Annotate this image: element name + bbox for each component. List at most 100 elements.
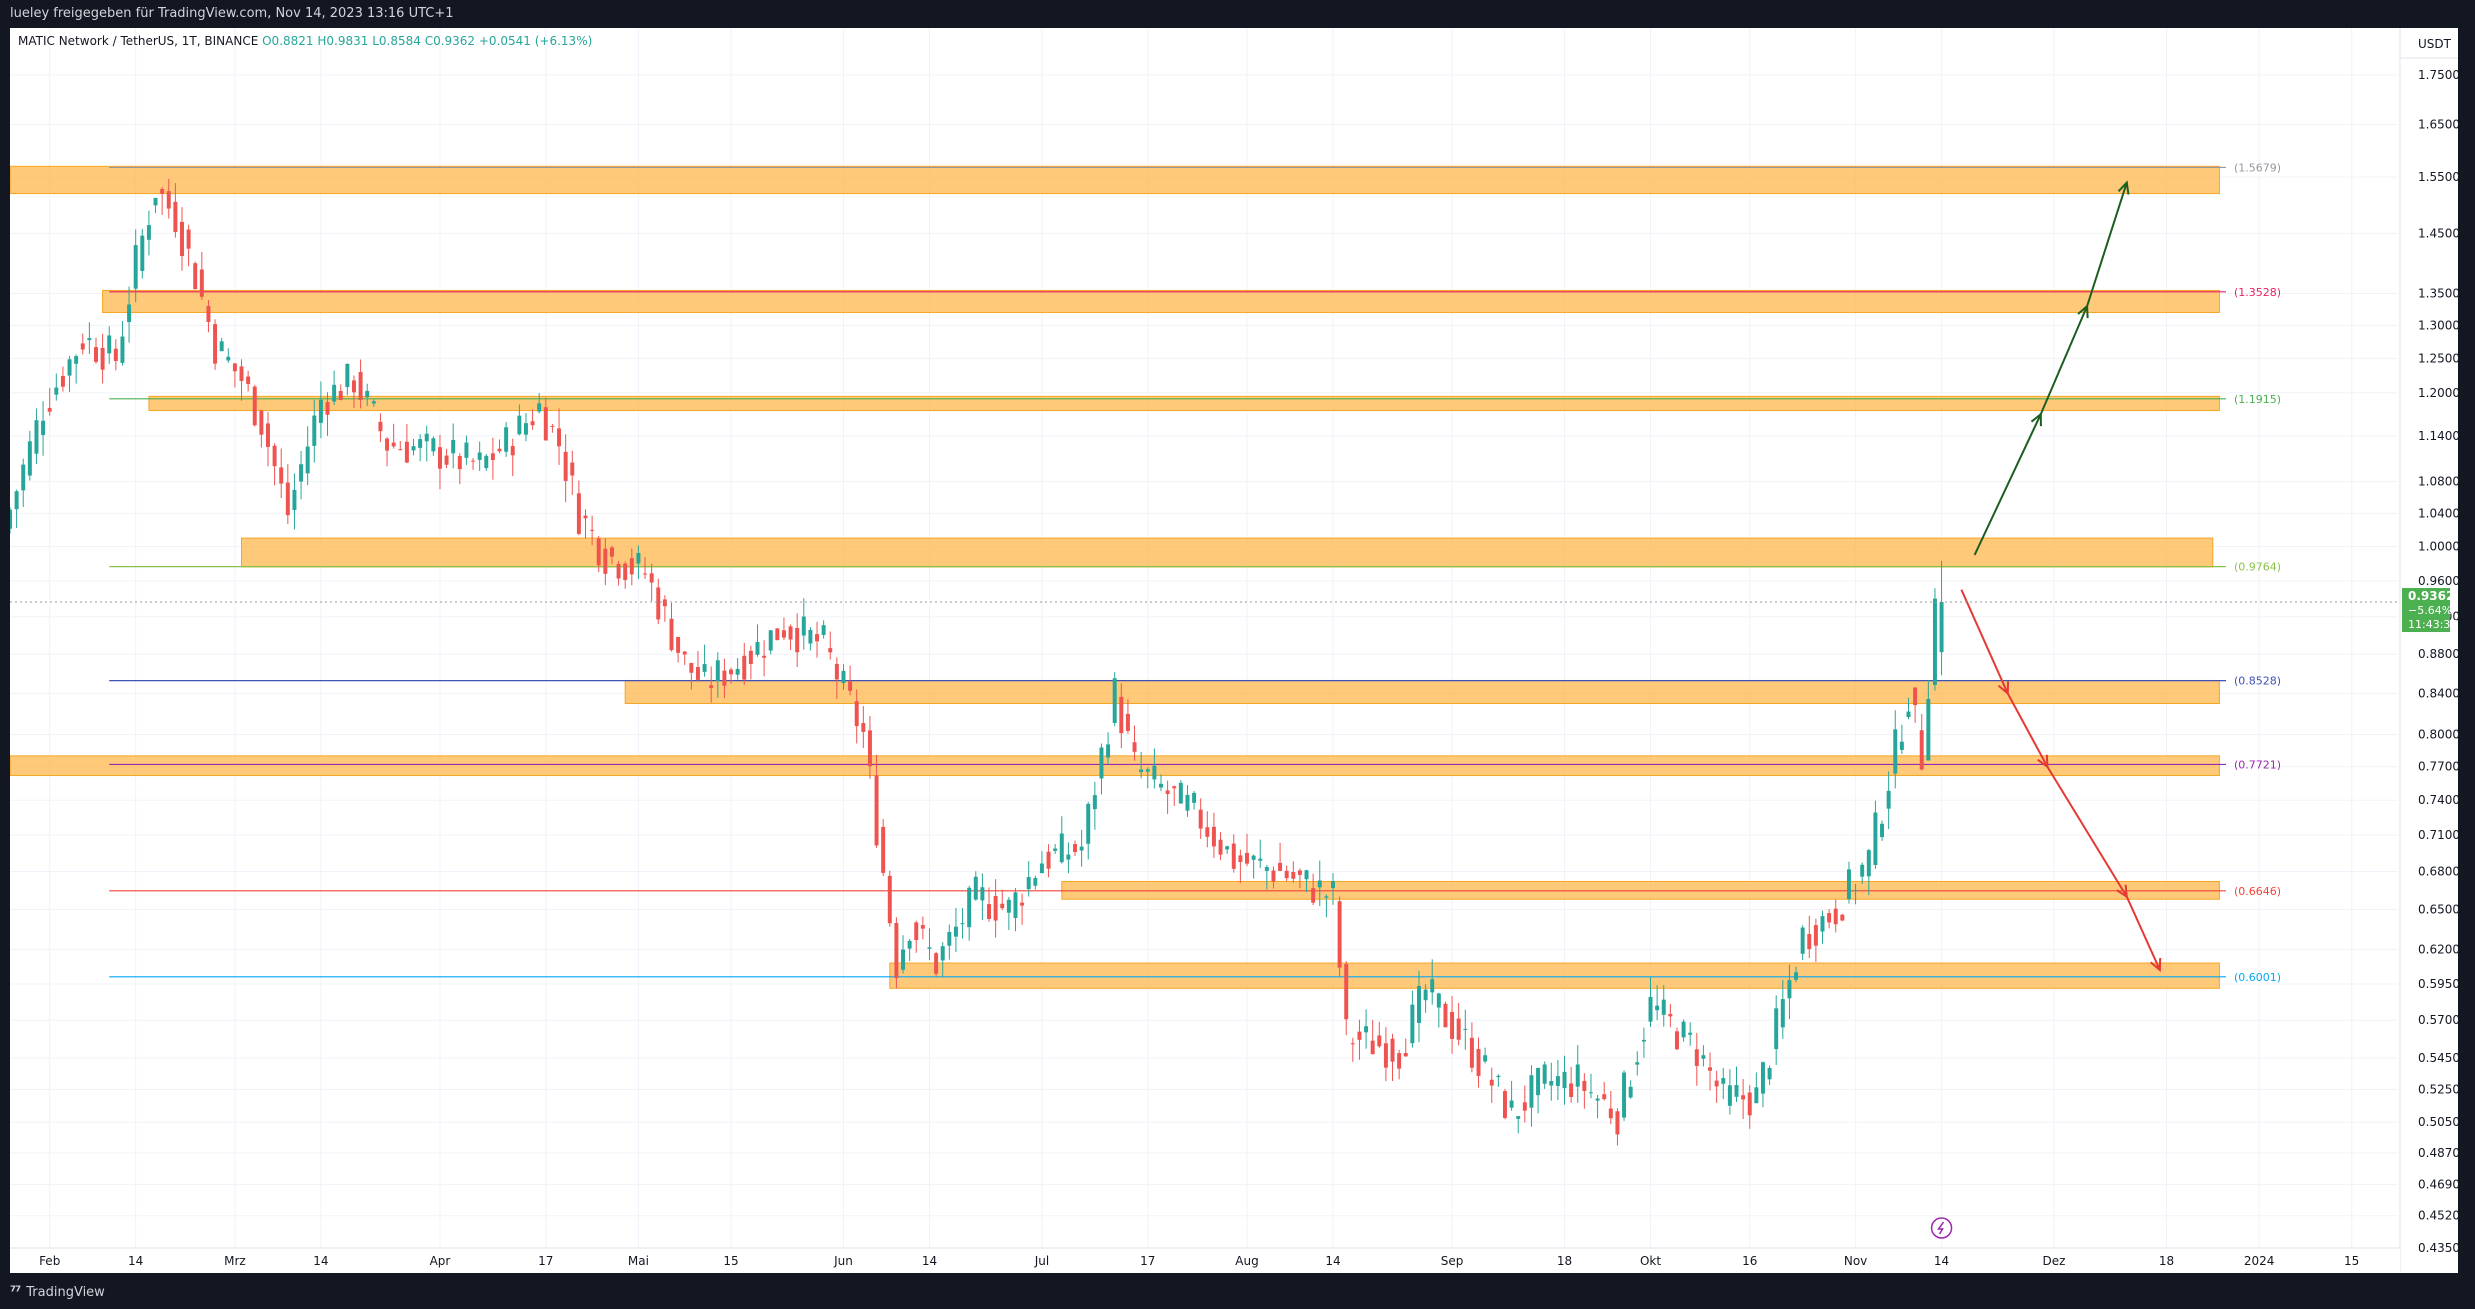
- support-resistance-zone[interactable]: [148, 395, 2220, 412]
- x-tick-label: Nov: [1844, 1254, 1867, 1268]
- candle-body: [1033, 878, 1038, 886]
- support-resistance-zone[interactable]: [624, 679, 2220, 704]
- candle-body: [1178, 782, 1183, 804]
- candle-body: [1807, 934, 1812, 950]
- projection-arrow-segment[interactable]: [2125, 896, 2161, 971]
- candle-body: [867, 730, 872, 767]
- candle-body: [94, 347, 98, 362]
- x-tick-label: Feb: [39, 1254, 60, 1268]
- support-resistance-zone[interactable]: [9, 165, 2220, 195]
- publish-header: lueley freigegeben für TradingView.com, …: [0, 0, 2475, 28]
- candle-body: [1271, 870, 1276, 882]
- projection-arrow-segment[interactable]: [2086, 182, 2128, 307]
- price-axis[interactable]: [2400, 28, 2458, 1273]
- candle-body: [457, 456, 462, 470]
- y-tick-label: 0.5250: [2418, 1083, 2458, 1097]
- candle-body: [709, 685, 714, 688]
- candle-body: [484, 455, 489, 469]
- candle-body: [1833, 908, 1838, 925]
- candle-body: [1853, 890, 1858, 892]
- candle-body: [34, 420, 39, 454]
- candle-body: [1092, 795, 1097, 810]
- candle-body: [418, 439, 423, 448]
- candle-body: [1708, 1067, 1713, 1071]
- support-resistance-zone[interactable]: [889, 962, 2220, 989]
- candle-body: [689, 662, 694, 673]
- legend-low: L0.8584: [368, 34, 421, 48]
- candle-body: [444, 455, 449, 465]
- price-chart[interactable]: (1.5679) (1.3528) (1.1915) (0.9764) (0.8528)…: [8, 28, 2460, 1273]
- candle-body: [914, 922, 919, 940]
- candle-body: [279, 467, 284, 484]
- candle-body: [1337, 901, 1342, 968]
- y-tick-label: 1.2500: [2418, 351, 2458, 365]
- candle-body: [887, 875, 892, 924]
- candle-body: [1099, 747, 1104, 779]
- projection-arrow-segment[interactable]: [2046, 766, 2128, 898]
- candle-body: [140, 235, 145, 271]
- candle-body: [775, 628, 780, 641]
- candle-body: [537, 403, 542, 412]
- event-lightning-icon[interactable]: [1930, 1217, 1953, 1239]
- candle-body: [1013, 892, 1018, 918]
- support-resistance-zone[interactable]: [241, 537, 2214, 568]
- candle-body: [1059, 833, 1064, 863]
- candle-body: [656, 587, 661, 620]
- time-axis[interactable]: [10, 1248, 2400, 1273]
- candle-body: [1549, 1081, 1554, 1086]
- x-tick-label: Okt: [1640, 1254, 1661, 1268]
- candle-body: [1377, 1035, 1382, 1047]
- candle-body: [1483, 1055, 1488, 1062]
- x-tick-label: 17: [538, 1254, 553, 1268]
- candle-body: [1145, 769, 1150, 772]
- candle-body: [471, 460, 476, 462]
- candle-body: [451, 439, 456, 454]
- y-tick-label: 0.8800: [2418, 647, 2458, 661]
- candle-body: [1311, 888, 1316, 903]
- candle-body: [180, 221, 184, 256]
- candle-body: [1357, 1031, 1362, 1040]
- projection-arrow-segment[interactable]: [1960, 589, 2009, 694]
- projection-arrow-segment[interactable]: [2039, 305, 2089, 415]
- candle-body: [490, 453, 495, 460]
- candle-body: [226, 356, 231, 361]
- candle-body: [1026, 877, 1031, 890]
- candle-body: [1661, 999, 1666, 1015]
- candle-body: [206, 305, 211, 322]
- support-resistance-zone[interactable]: [102, 289, 2220, 313]
- candle-body: [107, 335, 112, 354]
- y-tick-label: 1.6500: [2418, 117, 2458, 131]
- candle-body: [1238, 855, 1243, 862]
- candle-body: [1317, 880, 1322, 888]
- candle-body: [312, 415, 317, 446]
- candle-body: [781, 630, 786, 638]
- candle-body: [332, 384, 337, 402]
- tradingview-logo[interactable]: ⁷⁷ TradingView: [10, 1276, 105, 1309]
- candle-body: [1602, 1094, 1607, 1100]
- horizontal-level-label: (0.8528): [2234, 675, 2281, 688]
- candle-body: [1284, 870, 1289, 879]
- candle-body: [1430, 979, 1435, 993]
- candle-body: [550, 425, 555, 427]
- candle-body: [980, 887, 985, 901]
- candle-body: [596, 538, 601, 566]
- x-tick-label: 16: [1742, 1254, 1757, 1268]
- candle-body: [609, 547, 614, 557]
- candle-body: [1185, 794, 1190, 811]
- candle-body: [1555, 1076, 1560, 1086]
- candle-body: [563, 451, 568, 481]
- symbol-legend: MATIC Network / TetherUS, 1T, BINANCE O0…: [18, 34, 592, 48]
- candle-body: [325, 402, 330, 415]
- y-tick-label: 1.2000: [2418, 386, 2458, 400]
- candle-body: [1364, 1026, 1369, 1033]
- projection-arrow-segment[interactable]: [2006, 692, 2049, 768]
- y-tick-label: 0.5050: [2418, 1115, 2458, 1129]
- projection-arrow-segment[interactable]: [1973, 413, 2042, 556]
- candle-body: [1225, 846, 1230, 850]
- support-resistance-zone[interactable]: [9, 755, 2220, 777]
- y-tick-label: 1.4500: [2418, 226, 2458, 240]
- candle-body: [113, 348, 118, 361]
- x-tick-label: Jun: [833, 1254, 853, 1268]
- candle-body: [934, 953, 939, 974]
- chart-frame[interactable]: (1.5679) (1.3528) (1.1915) (0.9764) (0.8528)…: [8, 28, 2460, 1273]
